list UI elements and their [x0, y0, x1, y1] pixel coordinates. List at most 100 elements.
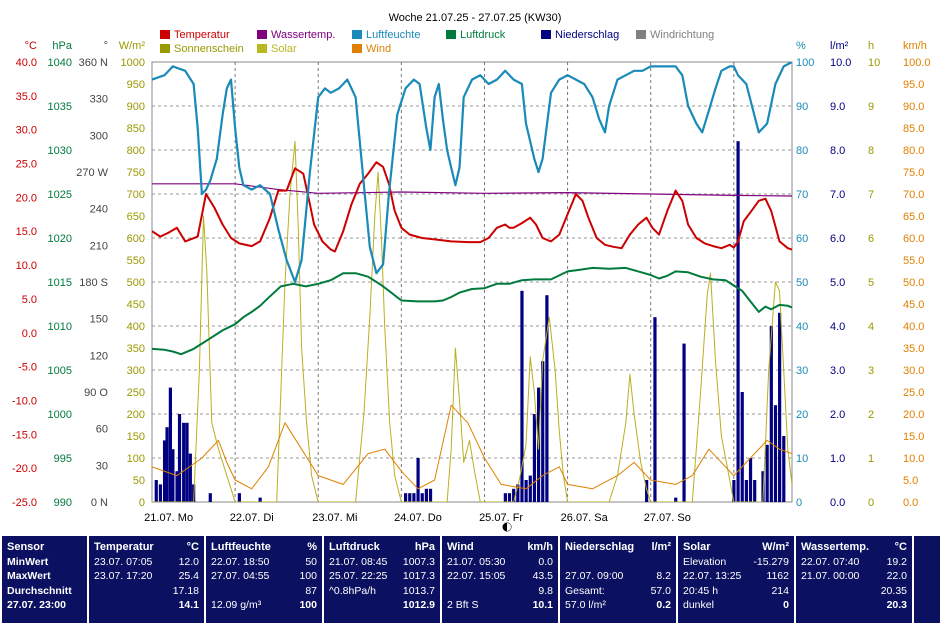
temperature-tick: 10.0: [16, 260, 37, 272]
solar-footer: dunkel 0: [683, 598, 789, 613]
x-tick-label: 26.07. Sa: [561, 512, 609, 524]
legend-label: Luftdruck: [460, 29, 506, 41]
temperature-tick: -10.0: [12, 395, 37, 407]
water-row: 22.07. 07:40 19.2: [801, 555, 907, 570]
solar-tick: 800: [127, 145, 145, 157]
wind-tick: 75.0: [903, 167, 924, 179]
legend-label: Wassertemp.: [271, 29, 335, 41]
rain-row-value: 8.2: [656, 570, 671, 582]
water-unit: °C: [894, 541, 907, 553]
humidity-tick: 80: [796, 145, 808, 157]
direction-tick: 360 N: [79, 57, 108, 69]
humidity-row-label: 27.07. 04:55: [211, 570, 270, 582]
plot-content: [152, 62, 792, 502]
solar-tick: 1000: [121, 57, 145, 69]
temperature-footer: 14.1: [94, 598, 199, 613]
wind-tick: 90.0: [903, 101, 924, 113]
legend-label: Windrichtung: [650, 29, 714, 41]
wind-row: 22.07. 15:05 43.5: [447, 569, 553, 584]
sunshine-tick: 9: [868, 101, 874, 113]
water-footer: 20.3: [801, 598, 907, 613]
temperature-tick: -20.0: [12, 463, 37, 475]
rain-bar: [753, 480, 757, 502]
humidity-row-value: 100: [299, 570, 317, 582]
x-tick-label: 25.07. Fr: [479, 512, 523, 524]
rain-bar: [404, 493, 408, 502]
wind-tick: 5.0: [903, 475, 918, 487]
legend-swatch: [160, 30, 170, 39]
wind-title: Wind: [447, 541, 474, 553]
pressure-row-value: 1013.7: [402, 584, 435, 597]
wind-line: [152, 404, 792, 490]
wind-unit: km/h: [903, 40, 927, 52]
temperature-row-value: 17.18: [172, 584, 199, 597]
sensor-row: Durchschnitt: [7, 584, 82, 599]
humidity-footer-value: 100: [299, 599, 317, 611]
rain-bar: [258, 497, 262, 502]
rain-bar: [769, 326, 773, 502]
pressure-tick: 1035: [48, 101, 72, 113]
sensor-row-label: MinWert: [7, 555, 49, 568]
solar-tick: 550: [127, 255, 145, 267]
humidity-row-label: 22.07. 18:50: [211, 555, 270, 568]
legend: Temperatur Wassertemp. Luftfeuchte Luftdruc…: [160, 29, 714, 55]
pressure-row-label: ^0.8hPa/h: [329, 584, 376, 597]
wind-row-value: 43.5: [532, 570, 553, 582]
water-footer-value: 20.3: [886, 599, 907, 611]
sensor-row: MinWert: [7, 555, 82, 570]
humidity-header: Luftfeuchte%: [211, 540, 317, 555]
wind-tick: 40.0: [903, 321, 924, 333]
direction-tick: 300: [90, 130, 108, 142]
pressure-line: [152, 266, 792, 356]
solar-tick: 950: [127, 79, 145, 91]
x-tick-label: 21.07. Mo: [144, 512, 193, 524]
rain-bar: [528, 475, 532, 502]
humidity-title: Luftfeuchte: [211, 541, 271, 553]
humidity-tick: 30: [796, 365, 808, 377]
wind-tick: 30.0: [903, 365, 924, 377]
stats-panel-pressure: Luftdruck hPa 21.07. 08:45 1007.3 25.07. 22:…: [324, 536, 440, 623]
temperature-tick: 40.0: [16, 57, 37, 69]
solar-row-label: 22.07. 13:25: [683, 570, 742, 582]
temperature-tick: 15.0: [16, 226, 37, 238]
humidity-footer-left: 12.09 g/m³: [211, 599, 262, 611]
pressure-header: Luftdruck hPa: [329, 540, 435, 555]
temperature-tick: 25.0: [16, 159, 37, 171]
pressure-tick: 1010: [48, 321, 72, 333]
solar-tick: 200: [127, 409, 145, 421]
rain-bar: [420, 493, 424, 502]
rain-bar: [158, 484, 163, 502]
solar-tick: 700: [127, 189, 145, 201]
wind-tick: 0.0: [903, 497, 918, 509]
temperature-tick: 20.0: [16, 192, 37, 204]
sunshine-tick: 3: [868, 365, 874, 377]
legend-label: Luftfeuchte: [366, 29, 420, 41]
rain-bar: [412, 493, 416, 502]
pressure-unit: hPa: [52, 40, 72, 52]
rain-tick: 4.0: [830, 321, 845, 333]
sunshine-tick: 1: [868, 453, 874, 465]
wind-tick: 85.0: [903, 123, 924, 135]
rain-row: Gesamt: 57.0: [565, 584, 671, 599]
temperature-tick: -5.0: [18, 362, 37, 374]
wind-tick: 45.0: [903, 299, 924, 311]
legend-label: Niederschlag: [555, 29, 619, 41]
temperature-tick: -15.0: [12, 429, 37, 441]
rain-bar: [424, 488, 428, 502]
pressure-row-value: 1017.3: [402, 570, 435, 582]
rain-bar: [507, 493, 512, 502]
rain-tick: 7.0: [830, 189, 845, 201]
sunshine-tick: 10: [868, 57, 880, 69]
rain-bar: [503, 493, 507, 502]
solar-row-label: Elevation: [683, 555, 727, 568]
sunshine-unit: h: [868, 40, 874, 52]
moon-phase-icon-highlight: [507, 523, 511, 531]
rain-footer-left: 57.0 l/m²: [565, 599, 606, 611]
solar-unit: W/m²: [762, 541, 789, 553]
humidity-tick: 40: [796, 321, 808, 333]
water-row: 21.07. 00:00 22.0: [801, 569, 907, 584]
wind-footer-left: 2 Bft S: [447, 599, 479, 611]
chart-title: Woche 21.07.25 - 27.07.25 (KW30): [389, 12, 562, 24]
rain-bar: [740, 392, 744, 502]
humidity-tick: 100: [796, 57, 814, 69]
